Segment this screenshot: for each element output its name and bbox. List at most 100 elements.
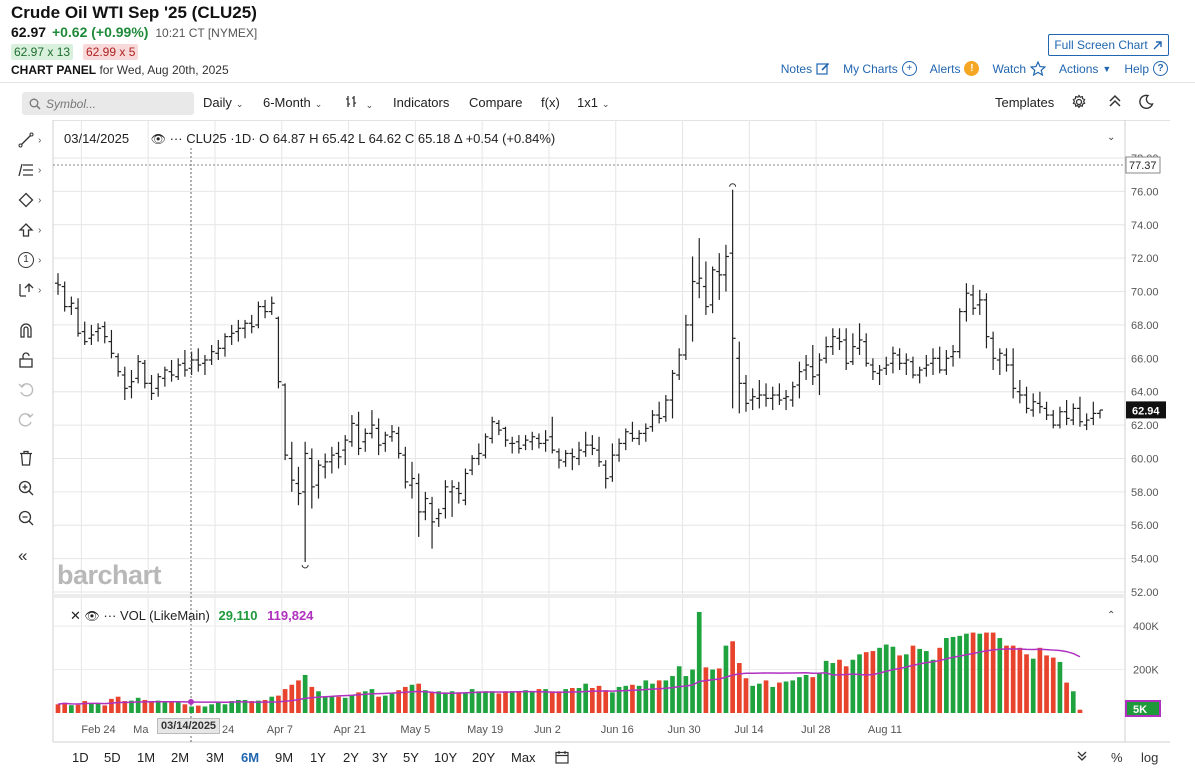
layout-dropdown[interactable]: 1x1 ⌄: [577, 95, 610, 110]
range-button-9m[interactable]: 9M: [275, 750, 294, 765]
range-button-1d[interactable]: 1D: [72, 750, 89, 765]
range-button-1y[interactable]: 1Y: [310, 750, 326, 765]
delete-drawings-button[interactable]: [18, 446, 52, 470]
volume-bar: [843, 666, 849, 713]
range-button-2y[interactable]: 2Y: [343, 750, 359, 765]
range-button-10y[interactable]: 10Y: [434, 750, 458, 765]
volume-bar: [396, 690, 401, 713]
compare-button[interactable]: Compare: [469, 95, 523, 110]
collapse-toolbar-button[interactable]: «: [18, 544, 52, 568]
zoom-in-button[interactable]: [18, 476, 52, 500]
dark-mode-moon-icon[interactable]: [1138, 94, 1154, 113]
indicators-button[interactable]: Indicators: [393, 95, 450, 110]
volume-bar: [122, 701, 128, 713]
volume-bar: [630, 684, 635, 713]
settings-gear-icon[interactable]: [1071, 94, 1087, 113]
actions-menu[interactable]: Actions ▼: [1059, 62, 1111, 76]
volume-bar: [1057, 661, 1063, 713]
arrow-tool[interactable]: ›: [18, 218, 52, 242]
trendline-tool[interactable]: ›: [18, 128, 52, 152]
measure-icon: [19, 283, 34, 297]
pane-separator: [53, 594, 1125, 598]
help-link[interactable]: Help ?: [1124, 61, 1168, 76]
shapes-tool[interactable]: ›: [18, 188, 52, 212]
volume-bar: [289, 684, 295, 713]
volume-bar: [877, 647, 882, 713]
volume-bar: [242, 699, 248, 713]
eye-icon[interactable]: 👁: [84, 609, 100, 623]
range-button-5d[interactable]: 5D: [104, 750, 121, 765]
calendar-icon[interactable]: [555, 750, 569, 767]
percent-scale-toggle[interactable]: %: [1111, 750, 1123, 765]
barchart-watermark: barchart: [57, 560, 162, 590]
external-arrow-icon: [1153, 40, 1162, 49]
volume-bar: [129, 700, 134, 713]
more-dots-icon[interactable]: ···: [103, 608, 117, 623]
range-button-3y[interactable]: 3Y: [372, 750, 388, 765]
fib-tool[interactable]: ›: [18, 158, 52, 182]
watch-link[interactable]: Watch: [992, 61, 1047, 76]
range-button-20y[interactable]: 20Y: [472, 750, 496, 765]
symbol-search-input[interactable]: Symbol...: [22, 92, 194, 115]
magnet-tool[interactable]: [18, 318, 52, 342]
my-charts-link[interactable]: My Charts +: [843, 61, 917, 76]
more-dots-icon[interactable]: ···: [169, 131, 183, 146]
numbered-marker-icon: 1: [18, 252, 34, 268]
ohlc-symbol: CLU25 ·1D·: [186, 131, 256, 146]
volume-bar: [964, 633, 969, 713]
magnet-icon: [20, 323, 32, 338]
zoom-out-button[interactable]: [18, 506, 52, 530]
volume-badge-label: 5K: [1133, 704, 1147, 716]
alerts-link[interactable]: Alerts !: [930, 61, 980, 76]
close-x-icon[interactable]: ✕: [70, 608, 81, 623]
range-button-6m[interactable]: 6M: [241, 750, 260, 765]
price-axis-tick: 70.00: [1131, 287, 1159, 299]
interval-dropdown[interactable]: Daily ⌄: [203, 95, 243, 110]
range-button-max[interactable]: Max: [511, 750, 536, 765]
templates-button[interactable]: Templates: [995, 95, 1055, 110]
chevron-up-icon[interactable]: ⌃: [1107, 610, 1116, 621]
volume-bar: [503, 691, 508, 713]
measure-tool[interactable]: ›: [18, 278, 52, 302]
volume-bar: [342, 697, 348, 713]
range-button-1m[interactable]: 1M: [137, 750, 156, 765]
date-axis-tick: Jun 30: [668, 724, 701, 736]
volume-bar: [402, 686, 408, 713]
price-axis-tick: 72.00: [1131, 253, 1159, 265]
low-marker: [301, 564, 309, 569]
volume-bar: [683, 676, 689, 713]
range-button-5y[interactable]: 5Y: [403, 750, 419, 765]
fx-button[interactable]: f(x): [541, 95, 560, 110]
period-dropdown[interactable]: 6-Month ⌄: [263, 95, 322, 110]
volume-bar: [730, 641, 735, 713]
range-button-3m[interactable]: 3M: [206, 750, 225, 765]
header-divider: [0, 82, 1195, 83]
chart-toolbar: Symbol... Daily ⌄ 6-Month ⌄ ⌄ Indicators C…: [0, 88, 1195, 118]
volume-bar: [656, 680, 662, 713]
volume-bar: [623, 685, 629, 713]
price-axis-tick: 74.00: [1131, 220, 1159, 232]
redo-button[interactable]: [18, 408, 52, 432]
full-screen-chart-button[interactable]: Full Screen Chart: [1048, 34, 1169, 56]
chevron-down-icon[interactable]: ⌄: [1107, 132, 1116, 143]
undo-button[interactable]: [18, 378, 52, 402]
volume-bar: [523, 690, 528, 713]
chevron-down-icon: ⌄: [365, 100, 374, 110]
chevron-down-icon: ⌄: [314, 99, 323, 109]
volume-bar: [703, 667, 709, 713]
chart-type-dropdown[interactable]: ⌄: [345, 95, 373, 111]
marker-tool[interactable]: 1 ›: [18, 248, 52, 272]
notes-link[interactable]: Notes: [781, 62, 830, 76]
range-button-2m[interactable]: 2M: [171, 750, 190, 765]
volume-bar: [162, 702, 168, 713]
log-scale-toggle[interactable]: log: [1141, 750, 1159, 765]
collapse-up-icon[interactable]: [1108, 94, 1122, 111]
ohlc-change: Δ +0.54 (+0.84%): [454, 131, 556, 146]
volume-bar: [957, 635, 963, 713]
lock-tool[interactable]: [18, 348, 52, 372]
eye-icon[interactable]: 👁: [150, 132, 166, 146]
chevron-double-down-icon[interactable]: [1076, 750, 1088, 765]
volume-bar: [830, 663, 836, 713]
layout-label: 1x1: [577, 95, 598, 110]
